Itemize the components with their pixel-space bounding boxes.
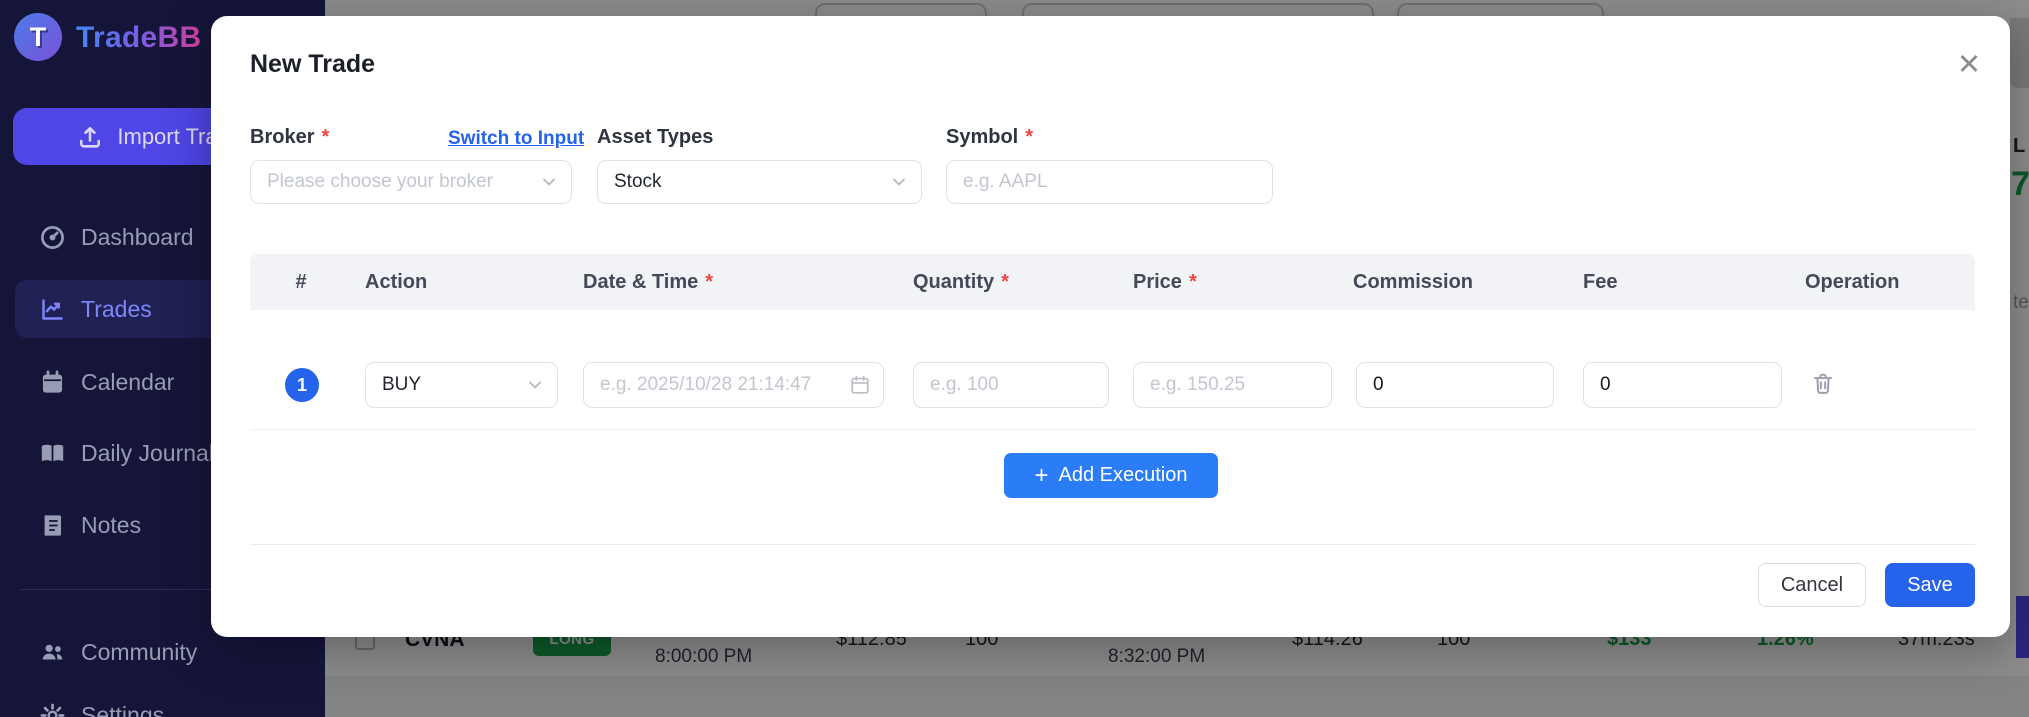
background-fragment: L xyxy=(2013,135,2026,157)
action-value: BUY xyxy=(382,374,422,395)
required-asterisk: * xyxy=(1188,271,1197,293)
datetime-input[interactable] xyxy=(600,374,849,396)
footer-divider xyxy=(250,544,1975,545)
upload-icon xyxy=(80,126,101,148)
commission-input[interactable] xyxy=(1356,362,1554,408)
required-asterisk: * xyxy=(1025,126,1034,148)
sidebar-item-label: Calendar xyxy=(81,368,175,395)
delete-row-button[interactable] xyxy=(1806,368,1840,402)
sidebar-item-label: Dashboard xyxy=(81,223,194,250)
sidebar-item-dashboard[interactable]: Dashboard xyxy=(15,213,311,261)
asset-types-label: Asset Types xyxy=(597,126,714,148)
header-price: Price * xyxy=(1133,271,1197,293)
required-asterisk: * xyxy=(1001,271,1009,293)
executions-table-header: # Action Date & Time * Quantity * Price * C… xyxy=(250,254,1975,310)
journal-book-icon xyxy=(41,444,64,461)
background-fragment: 7. xyxy=(2011,165,2029,203)
notes-icon xyxy=(44,514,62,536)
required-asterisk: * xyxy=(705,271,714,293)
close-icon[interactable]: ✕ xyxy=(1947,42,1991,86)
new-trade-modal: New Trade ✕ Broker * Switch to Input Asse… xyxy=(211,16,2010,637)
dashboard-icon xyxy=(41,225,64,249)
sidebar-item-daily-journal[interactable]: Daily Journal xyxy=(15,429,311,477)
add-execution-button[interactable]: + Add Execution xyxy=(1004,453,1218,498)
chevron-down-icon xyxy=(893,178,905,186)
datetime-field[interactable] xyxy=(583,362,884,408)
symbol-label: Symbol * xyxy=(946,126,1034,148)
trash-icon xyxy=(1813,373,1833,394)
header-fee: Fee xyxy=(1583,271,1618,293)
price-input[interactable] xyxy=(1133,362,1332,408)
sidebar-divider xyxy=(20,589,318,590)
community-people-icon xyxy=(42,644,63,659)
header-operation: Operation xyxy=(1805,271,1900,293)
sidebar-item-calendar[interactable]: Calendar xyxy=(15,358,311,406)
header-commission: Commission xyxy=(1353,271,1474,293)
quantity-input[interactable] xyxy=(913,362,1109,408)
modal-title: New Trade xyxy=(250,50,376,78)
sidebar-item-notes[interactable]: Notes xyxy=(15,501,311,549)
sidebar-item-label: Community xyxy=(81,638,198,665)
sidebar-item-label: Settings xyxy=(81,701,165,717)
broker-placeholder: Please choose your broker xyxy=(267,171,494,192)
trades-chart-icon xyxy=(42,298,63,320)
asset-types-select[interactable]: Stock xyxy=(597,160,922,204)
chevron-down-icon xyxy=(543,178,555,186)
chevron-down-icon xyxy=(529,381,541,389)
brand-name: TradeBB xyxy=(76,21,202,54)
execution-row: 1 BUY xyxy=(250,310,1975,430)
fee-input[interactable] xyxy=(1583,362,1782,408)
broker-label: Broker * xyxy=(250,126,330,148)
open-time: 8:00:00 PM xyxy=(655,646,753,667)
logo-letter: T xyxy=(29,21,47,52)
header-index: # xyxy=(295,271,307,293)
sidebar-item-label: Daily Journal xyxy=(81,439,214,466)
action-select[interactable]: BUY xyxy=(365,362,558,408)
plus-icon: + xyxy=(1034,461,1049,489)
save-button[interactable]: Save xyxy=(1885,563,1975,607)
background-table-area xyxy=(325,676,2029,717)
add-execution-label: Add Execution xyxy=(1058,464,1188,486)
execution-number-badge: 1 xyxy=(285,368,319,402)
header-datetime: Date & Time * xyxy=(583,271,714,293)
broker-select[interactable]: Please choose your broker xyxy=(250,160,572,204)
background-fragment: te xyxy=(2013,292,2029,313)
sidebar-item-community[interactable]: Community xyxy=(15,628,311,676)
switch-to-input-link[interactable]: Switch to Input xyxy=(448,128,585,149)
background-button-edge xyxy=(2016,596,2029,658)
calendar-icon xyxy=(42,369,63,393)
symbol-input[interactable] xyxy=(946,160,1273,204)
background-card-corner xyxy=(2010,18,2029,88)
close-time: 8:32:00 PM xyxy=(1108,646,1206,667)
header-quantity: Quantity * xyxy=(913,271,1009,293)
cancel-button[interactable]: Cancel xyxy=(1758,563,1866,607)
app-logo: T xyxy=(14,13,62,61)
asset-types-value: Stock xyxy=(614,171,662,192)
header-action: Action xyxy=(365,271,428,293)
required-asterisk: * xyxy=(321,126,330,148)
import-trades-label: Import Tra xyxy=(117,123,218,149)
gear-icon xyxy=(40,703,65,717)
sidebar-item-settings[interactable]: Settings xyxy=(15,691,311,717)
sidebar-item-label: Trades xyxy=(81,295,152,322)
calendar-icon xyxy=(851,375,869,394)
sidebar-item-label: Notes xyxy=(81,511,142,538)
